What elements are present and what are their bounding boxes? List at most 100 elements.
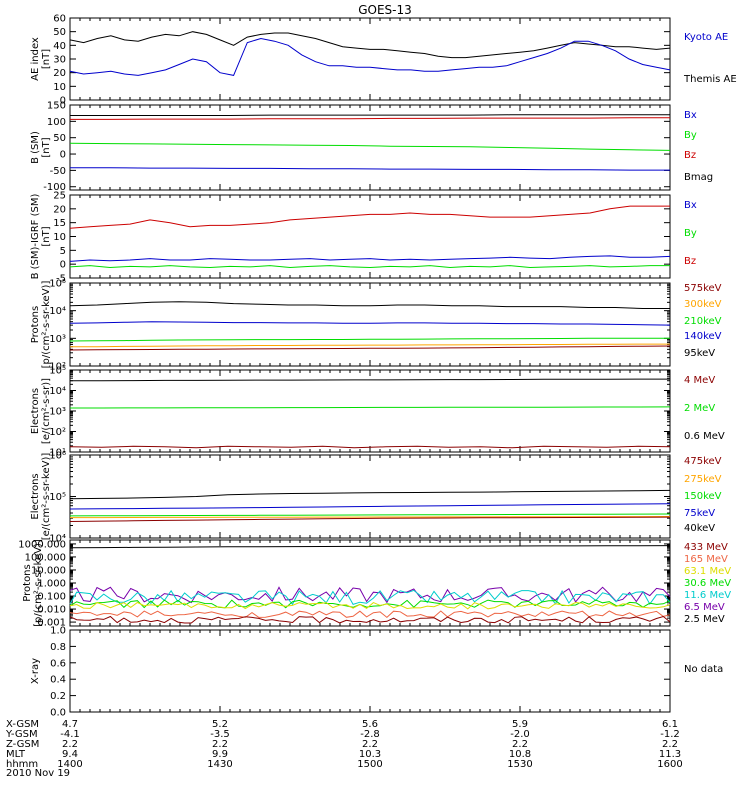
- footer-value: 1500: [357, 759, 382, 770]
- legend-entry: Bx: [684, 200, 697, 211]
- y-tick-label: 10³: [49, 334, 66, 345]
- y-tick-label: 10: [53, 232, 66, 243]
- legend-entry: 40keV: [684, 523, 715, 534]
- legend-entry: 575keV: [684, 283, 722, 294]
- legend-entry: 30.6 MeV: [684, 578, 731, 589]
- footer-row-label: Y-GSM: [5, 729, 38, 740]
- series-line-blue: [69, 503, 671, 510]
- footer-value: 5.2: [212, 719, 228, 730]
- legend-entry: Themis AE: [683, 74, 737, 85]
- footer-value: 10.8: [509, 749, 531, 760]
- footer-value: 4.7: [62, 719, 78, 730]
- legend-entry: Bx: [684, 110, 697, 121]
- footer-value: 2.2: [212, 739, 228, 750]
- footer-value: -2.8: [360, 729, 380, 740]
- y-tick-label: 10⁴: [49, 386, 66, 397]
- footer-value: 1530: [507, 759, 532, 770]
- footer-value: 5.6: [362, 719, 378, 730]
- panel-8: 0.0 0.2 0.4 0.6 0.8 1.0 X-ray No data: [30, 626, 723, 719]
- legend-entry: Bmag: [684, 172, 713, 183]
- footer-value: 2.2: [62, 739, 78, 750]
- series-line-black: [70, 114, 670, 116]
- series-line-darkred: [69, 445, 671, 449]
- series-line-darkred: [69, 345, 671, 351]
- legend-entry: 475keV: [684, 456, 722, 467]
- panel-2: -100 -50 0 50 100 150 B (SM)[nT] Bx By Bz Bmag: [30, 101, 713, 194]
- series-line-blue: [69, 255, 671, 262]
- y-tick-label: 20: [53, 68, 66, 79]
- legend-entry: 2.5 MeV: [684, 614, 725, 625]
- series-line-yellow: [69, 601, 671, 610]
- y-tick-label: 60: [53, 14, 66, 25]
- y-tick-label: 40: [53, 41, 66, 52]
- footer-value: 9.9: [212, 749, 228, 760]
- panel-1: 0 10 20 30 40 50 60 AE index[nT] Kyoto AE Themis …: [30, 14, 737, 107]
- y-tick-label: 25: [53, 191, 66, 202]
- y-axis-label: B (SM)-IGRF (SM)[nT]: [30, 194, 52, 280]
- y-tick-label: 10: [53, 82, 66, 93]
- series-line-black: [69, 31, 671, 59]
- series-line-black: [69, 301, 670, 309]
- series-line-salmon: [69, 610, 671, 619]
- series-line-black: [69, 489, 671, 500]
- y-tick-label: 10³: [49, 407, 66, 418]
- legend-entry: By: [684, 130, 697, 141]
- footer-value: -1.2: [660, 729, 680, 740]
- y-tick-label: -5: [56, 274, 66, 285]
- panel-frame: [69, 282, 671, 367]
- legend-entry: 2 MeV: [684, 403, 715, 414]
- legend-entry: 275keV: [684, 474, 722, 485]
- footer-value: -3.5: [210, 729, 230, 740]
- footer-value: 6.1: [662, 719, 678, 730]
- legend-entry: 0.6 MeV: [684, 431, 725, 442]
- y-tick-label: 10²: [49, 362, 66, 373]
- legend-entry: 165 MeV: [684, 554, 728, 565]
- y-axis-label: Protons[p/(cm²-s-sr-keV)]: [30, 281, 52, 369]
- footer-value: -4.1: [60, 729, 80, 740]
- series-line-black: [69, 545, 671, 549]
- legend-entry: Kyoto AE: [684, 32, 728, 43]
- footer-value: 1600: [657, 759, 682, 770]
- y-tick-label: 50: [53, 27, 66, 38]
- panel-frame: [69, 454, 671, 539]
- series-line-green: [69, 265, 670, 269]
- y-tick-label: 10¹: [49, 448, 66, 459]
- y-tick-label: 1000.000: [18, 539, 66, 550]
- legend-entry: 63.1 MeV: [684, 566, 731, 577]
- y-tick-label: 1.000: [37, 579, 66, 590]
- footer-value: 9.4: [62, 749, 78, 760]
- footer-value: 5.9: [512, 719, 528, 730]
- y-tick-label: 0.001: [37, 618, 66, 629]
- footer-row-label: MLT: [6, 749, 26, 760]
- y-axis-label: B (SM)[nT]: [30, 131, 52, 164]
- y-tick-label: 10⁴: [49, 534, 66, 545]
- series-line-purple: [69, 586, 671, 604]
- legend-entry: 6.5 MeV: [684, 602, 725, 613]
- series-line-green: [69, 337, 670, 342]
- legend-entry: 433 MeV: [684, 542, 728, 553]
- date-label: 2010 Nov 19: [6, 768, 70, 779]
- panel-frame: [69, 629, 671, 713]
- y-tick-label: 0: [60, 260, 66, 271]
- legend-entry: By: [684, 228, 697, 239]
- y-tick-label: 1.0: [50, 626, 66, 637]
- y-tick-label: 0.0: [50, 708, 66, 719]
- footer-value: 2.2: [662, 739, 678, 750]
- legend-entry: Bz: [684, 150, 696, 161]
- y-tick-label: -50: [50, 166, 66, 177]
- y-tick-label: 100: [47, 117, 66, 128]
- y-axis-label: Protons[p/(cm²-s-sr-keV)]: [22, 539, 44, 627]
- legend-entry: 75keV: [684, 508, 715, 519]
- legend-entry: 4 MeV: [684, 375, 715, 386]
- y-tick-label: 0: [60, 96, 66, 107]
- legend-entry: 140keV: [684, 331, 722, 342]
- y-tick-label: 0: [60, 150, 66, 161]
- footer-value: 1400: [57, 759, 82, 770]
- footer-row-label: hhmm: [6, 759, 38, 770]
- y-tick-label: 20: [53, 204, 66, 215]
- series-line-red: [70, 117, 670, 120]
